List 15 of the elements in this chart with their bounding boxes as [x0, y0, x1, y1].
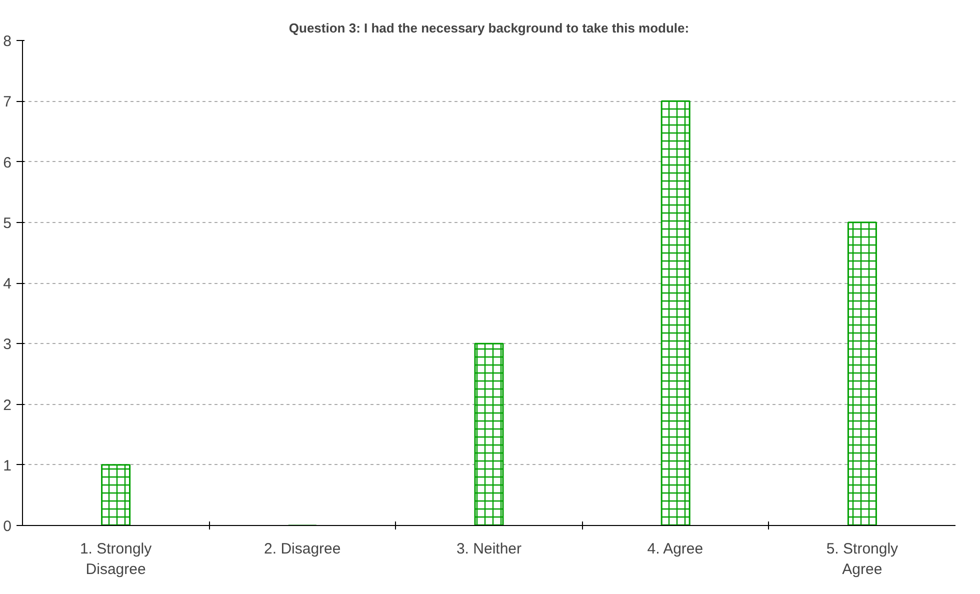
y-tick-label: 4 — [3, 276, 12, 292]
y-tick-label: 5 — [3, 214, 12, 232]
y-tick-label: 6 — [3, 154, 12, 172]
y-tick-label: 3 — [3, 336, 12, 354]
x-tick-label: 3. Neither — [456, 540, 522, 558]
x-tick-label: 5. Strongly Agree — [826, 540, 899, 578]
y-tick-label: 7 — [3, 94, 12, 111]
y-tick-label: 0 — [3, 518, 12, 535]
chart-title: Question 3: I had the necessary background to take this module: — [288, 20, 690, 36]
y-tick-label: 2 — [3, 396, 12, 414]
y-tick-label: 1 — [3, 457, 12, 474]
y-tick-label: 8 — [3, 33, 12, 50]
x-tick-label: 1. Strongly Disagree — [80, 540, 152, 578]
x-tick-label: 2. Disagree — [264, 540, 341, 558]
x-tick-label: 4. Agree — [647, 540, 704, 558]
